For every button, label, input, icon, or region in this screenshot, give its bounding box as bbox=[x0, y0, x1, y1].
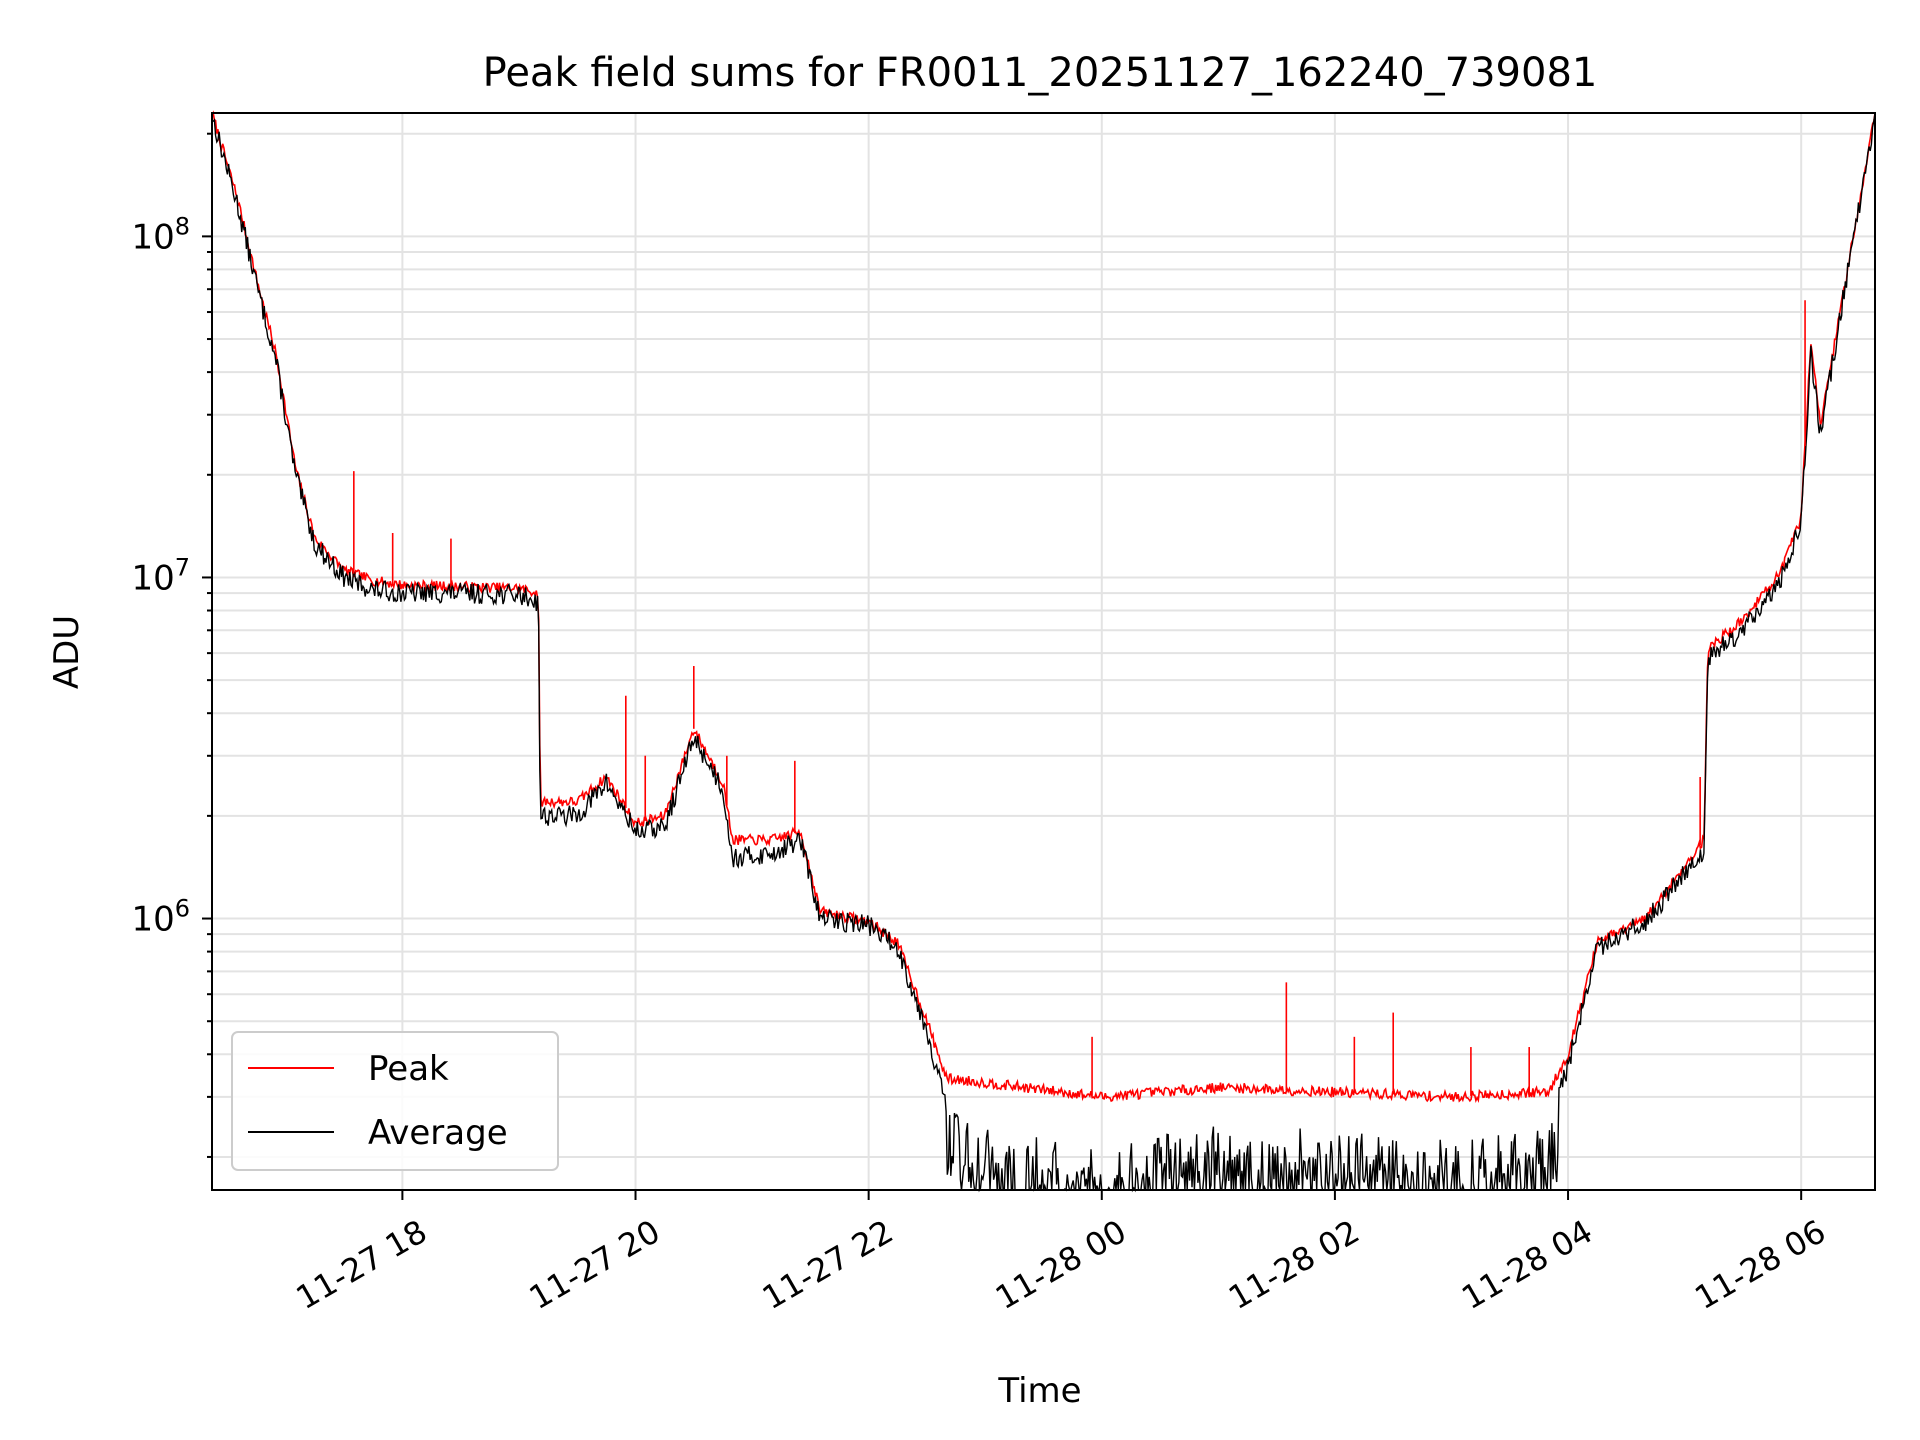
y-tick-exponent: 7 bbox=[175, 553, 190, 581]
series-line-peak bbox=[211, 110, 1876, 1104]
y-axis-label: ADU bbox=[47, 615, 87, 689]
chart-title: Peak field sums for FR0011_20251127_1622… bbox=[483, 50, 1598, 96]
x-axis-label: Time bbox=[997, 1371, 1081, 1411]
plot-frame bbox=[211, 112, 1876, 1191]
y-tick-label: 108 bbox=[131, 212, 190, 257]
y-tick-exponent: 6 bbox=[175, 895, 190, 923]
legend-box bbox=[231, 1031, 559, 1171]
legend: Peak Average bbox=[231, 1031, 559, 1171]
legend-label-peak: Peak bbox=[368, 1049, 449, 1089]
y-tick-exponent: 8 bbox=[175, 212, 190, 240]
grid bbox=[212, 113, 1875, 1190]
y-tick-base: 10 bbox=[131, 900, 174, 940]
y-tick-base: 10 bbox=[131, 217, 174, 257]
y-tick-label: 107 bbox=[131, 553, 190, 598]
y-tick-base: 10 bbox=[131, 558, 174, 598]
legend-label-average: Average bbox=[368, 1113, 508, 1153]
y-tick-label: 106 bbox=[131, 895, 190, 940]
